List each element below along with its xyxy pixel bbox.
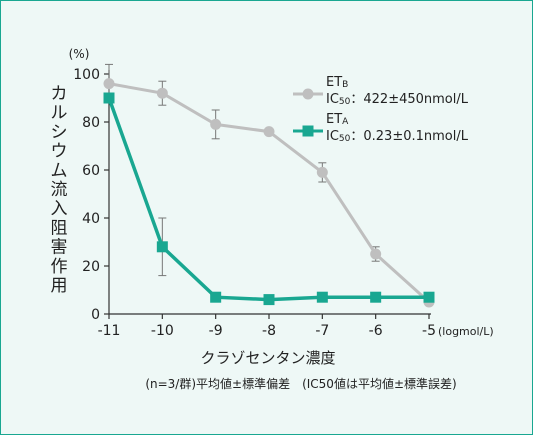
y-label-char: 入 <box>51 199 68 219</box>
legend-item-ETA: ETA IC50：0.23±0.1nmol/L <box>293 112 469 144</box>
data-point <box>210 118 222 130</box>
legend-marker <box>302 125 314 137</box>
legend-name: ETA <box>326 112 349 127</box>
axes: 0 20 40 60 80 100 -11 -10 -9 -8 -7 -6 -5 <box>73 67 436 339</box>
data-point <box>156 87 168 99</box>
y-tick-label: 100 <box>73 67 100 83</box>
series-line <box>108 82 431 304</box>
legend: ETB IC50：422±450nmol/L ETA IC50：0.23±0.1nmo… <box>293 75 469 144</box>
y-label-char: ル <box>51 103 68 123</box>
x-tick-label: -9 <box>209 323 223 339</box>
y-tick-label: 40 <box>82 211 100 227</box>
y-label-char: 流 <box>51 180 68 200</box>
data-point <box>316 291 328 303</box>
footnote: (n=3/群)平均値±標準偏差 (IC50値は平均値±標準誤差) <box>145 376 456 391</box>
y-label-char: ウ <box>51 142 68 162</box>
series-layer <box>103 63 435 308</box>
y-tick-label: 20 <box>82 259 100 275</box>
y-label-char: 阻 <box>51 218 68 238</box>
x-axis-unit: (logmol/L) <box>438 325 494 338</box>
x-tick-label: -6 <box>369 323 383 339</box>
series-ETA <box>103 92 435 306</box>
legend-marker <box>302 88 314 100</box>
legend-name: ETB <box>326 75 348 90</box>
data-point <box>370 248 382 260</box>
y-label-char: 用 <box>51 276 68 296</box>
data-point <box>103 92 115 104</box>
y-label-char: シ <box>51 122 68 142</box>
y-label-char: 作 <box>51 257 68 277</box>
x-tick-label: -7 <box>315 323 329 339</box>
y-tick-label: 60 <box>82 163 100 179</box>
data-point <box>210 291 222 303</box>
y-label-char: カ <box>51 84 68 104</box>
y-axis-unit: (%) <box>69 47 90 61</box>
data-point <box>263 294 275 306</box>
data-point <box>370 291 382 303</box>
y-label-char: ム <box>51 161 68 181</box>
data-point <box>423 291 435 303</box>
x-tick-label: -11 <box>98 323 121 339</box>
legend-ic50: IC50：0.23±0.1nmol/L <box>326 129 469 144</box>
y-tick-label: 80 <box>82 115 100 131</box>
x-tick-label: -10 <box>151 323 174 339</box>
x-tick-label: -5 <box>422 323 436 339</box>
x-tick-label: -8 <box>262 323 276 339</box>
data-point <box>103 78 115 90</box>
data-point <box>263 126 275 138</box>
y-label-char: 害 <box>51 238 68 258</box>
y-tick-label: 0 <box>91 307 100 323</box>
data-point <box>156 241 168 253</box>
legend-item-ETB: ETB IC50：422±450nmol/L <box>293 75 469 107</box>
legend-ic50: IC50：422±450nmol/L <box>326 92 469 107</box>
data-point <box>316 166 328 178</box>
x-axis-label: クラゾセンタン濃度 <box>200 349 335 367</box>
